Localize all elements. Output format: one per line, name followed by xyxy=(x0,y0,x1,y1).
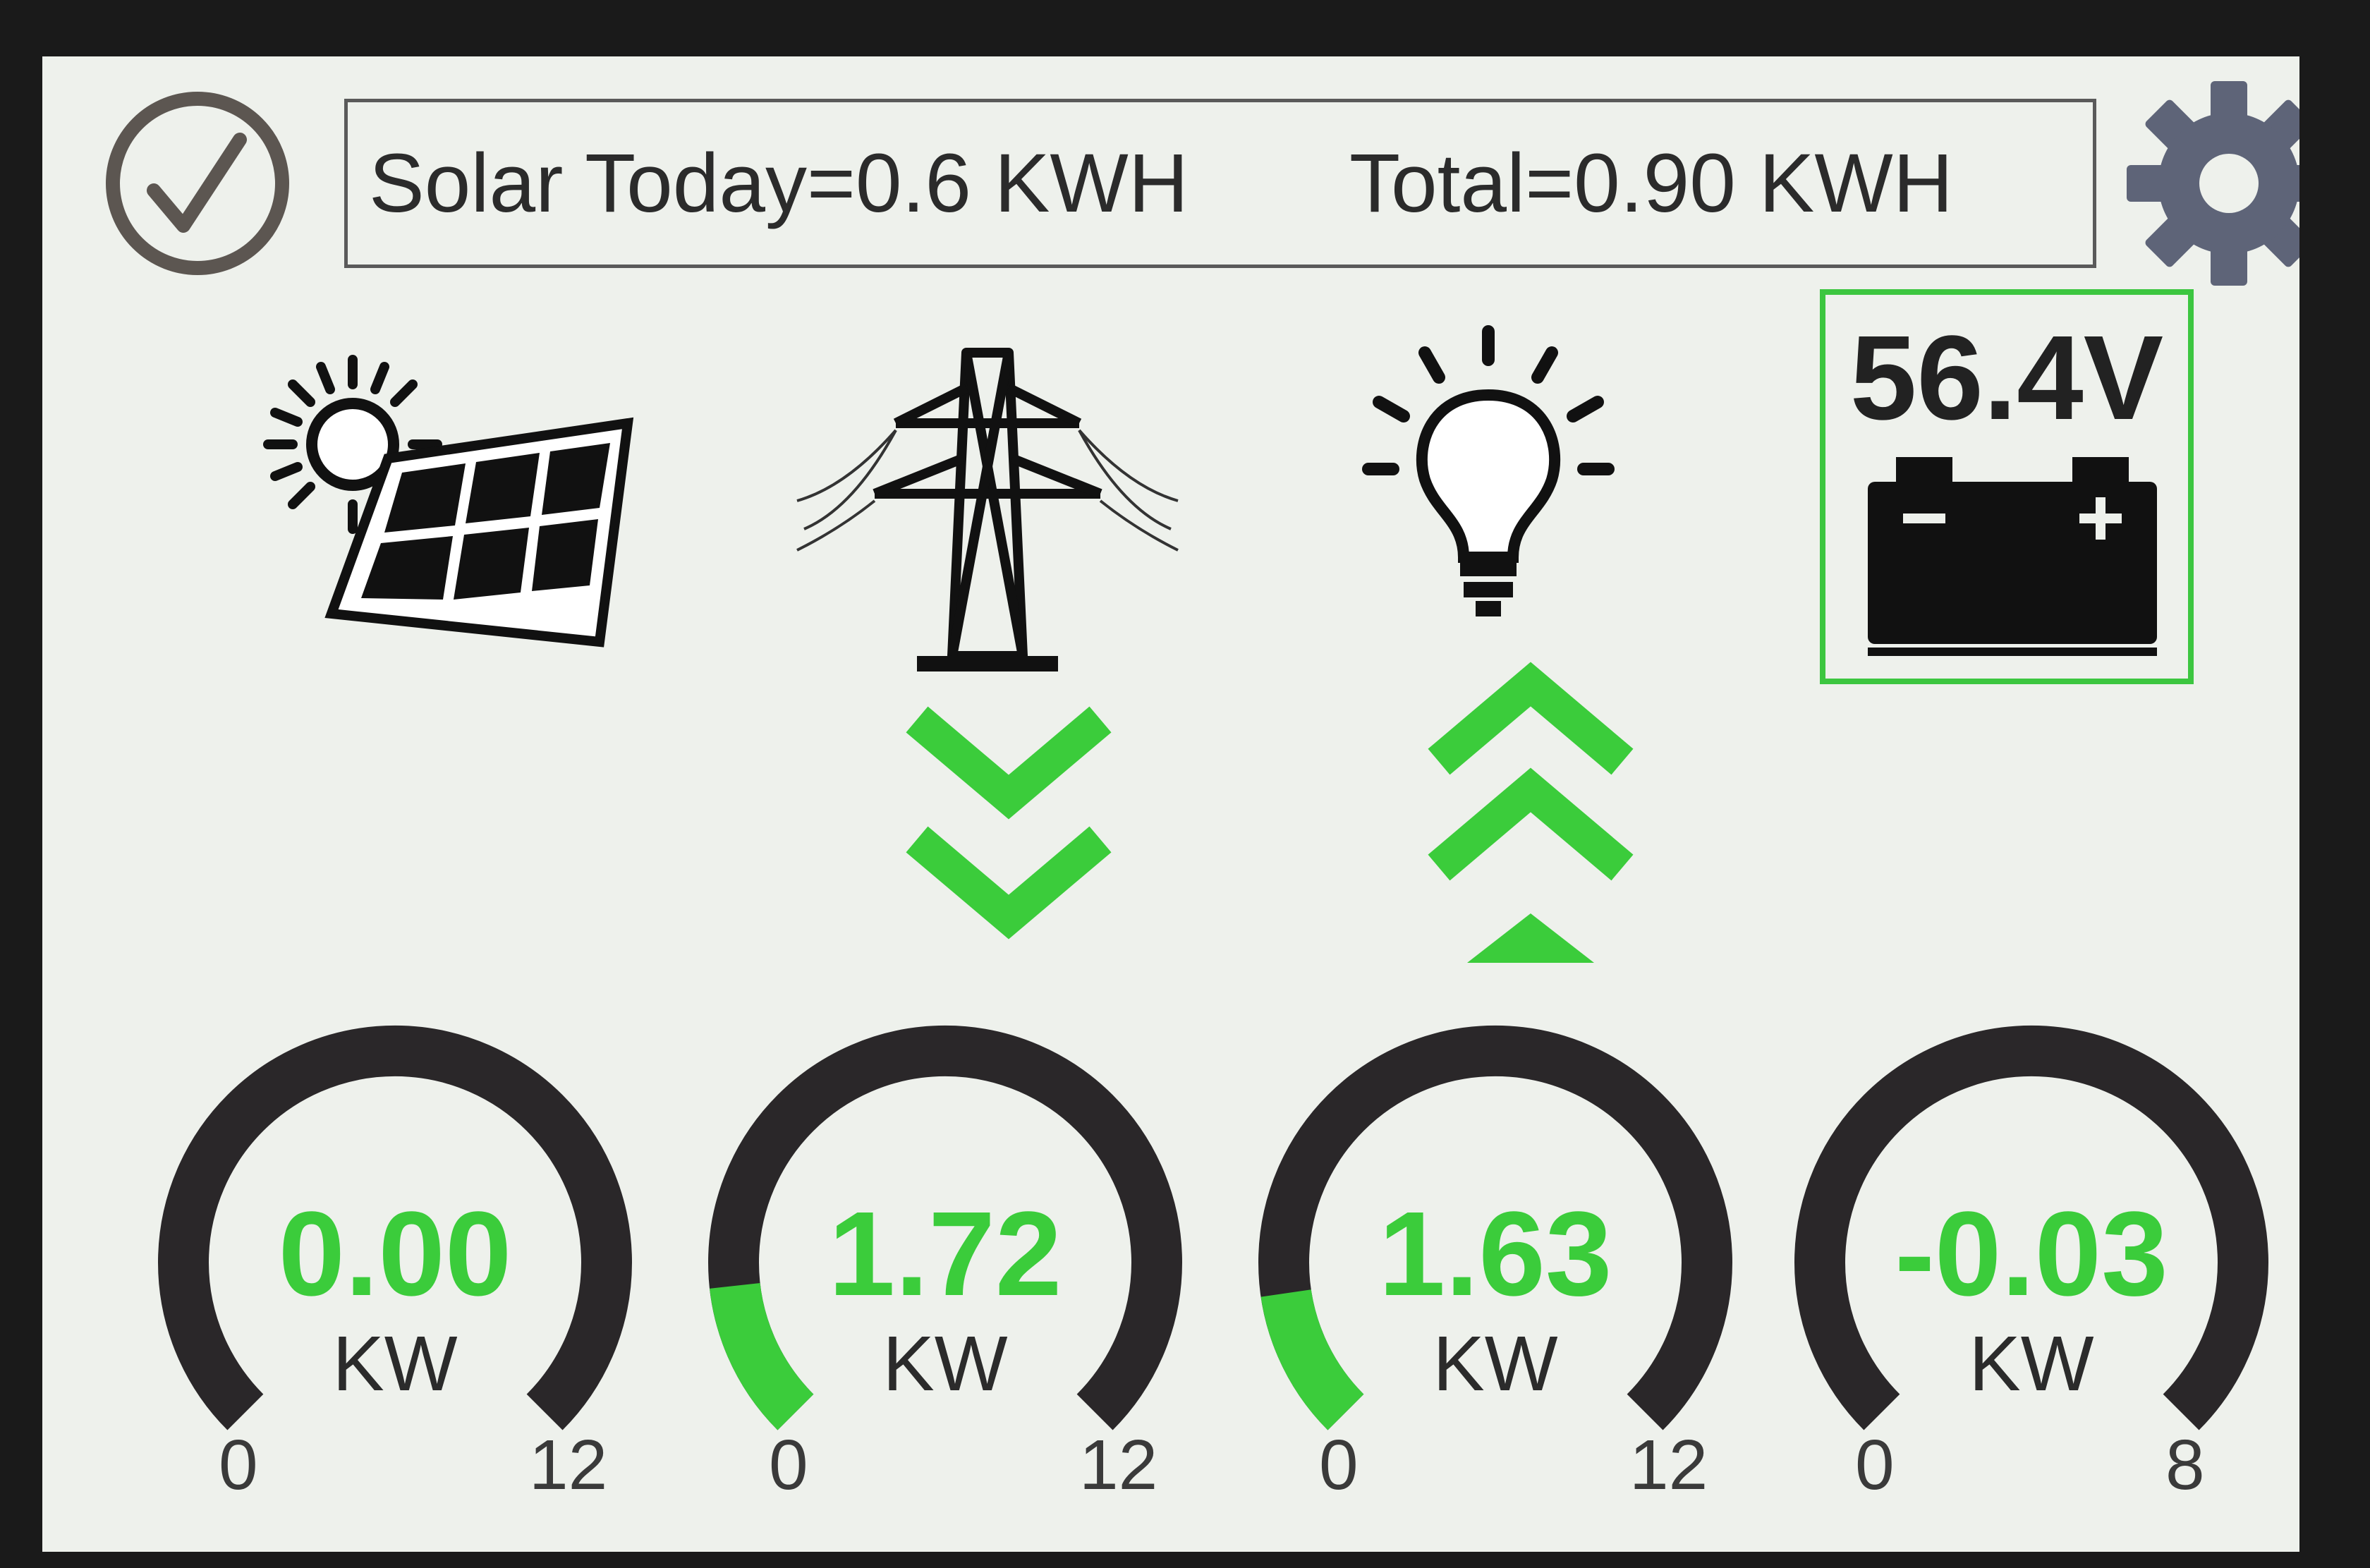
power-tower-icon xyxy=(796,348,1179,671)
gauge-max-label: 12 xyxy=(1629,1426,1708,1505)
gauge-max-label: 12 xyxy=(1079,1426,1158,1505)
gauge-unit: KW xyxy=(1433,1320,1558,1407)
status-ok-button[interactable] xyxy=(99,85,296,286)
gauge-value: 1.72 xyxy=(828,1187,1062,1321)
gauge-unit: KW xyxy=(332,1320,458,1407)
solar-power-gauge: 0.00 KW 0 12 xyxy=(127,995,663,1531)
gauge-fill xyxy=(1260,1289,1364,1430)
energy-summary-box: Solar Today=0.6 KWH Total=0.90 KWH xyxy=(344,99,2096,268)
gauge-fill xyxy=(710,1282,814,1430)
gauge-track xyxy=(1258,1025,1732,1430)
grid-power-gauge: 1.72 KW 0 12 xyxy=(677,995,1213,1531)
gauge-max-label: 12 xyxy=(529,1426,608,1505)
gauge-unit: KW xyxy=(882,1320,1008,1407)
load-flow-up-arrows xyxy=(1428,662,1634,963)
solar-today-text: Solar Today=0.6 KWH xyxy=(369,137,1189,230)
battery-icon xyxy=(1868,457,2157,656)
battery-voltage: 56.4V xyxy=(1849,311,2164,445)
gauge-min-label: 0 xyxy=(219,1426,258,1505)
gauge-value: 0.00 xyxy=(278,1187,512,1321)
display-screen: Solar Today=0.6 KWH Total=0.90 KWH xyxy=(42,56,2299,1552)
gauge-min-label: 0 xyxy=(769,1426,808,1505)
gauge-value: 1.63 xyxy=(1378,1187,1612,1321)
gear-icon xyxy=(2127,81,2299,286)
gauge-track xyxy=(1794,1025,2268,1430)
gauge-track xyxy=(708,1025,1182,1430)
battery-status-box: 56.4V xyxy=(1820,289,2194,684)
grid-flow-down-arrows xyxy=(906,706,1112,940)
gauge-value: -0.03 xyxy=(1895,1187,2168,1321)
checkmark-circle-icon xyxy=(106,92,289,275)
gauge-track xyxy=(158,1025,632,1430)
gauge-max-label: 8 xyxy=(2165,1426,2205,1505)
gauge-min-label: 0 xyxy=(1319,1426,1359,1505)
load-power-gauge: 1.63 KW 0 12 xyxy=(1227,995,1763,1531)
solar-panel-icon xyxy=(263,355,634,648)
settings-button[interactable] xyxy=(2123,78,2299,293)
total-energy-text: Total=0.90 KWH xyxy=(1349,137,1953,230)
gauge-min-label: 0 xyxy=(1855,1426,1895,1505)
light-bulb-icon xyxy=(1362,325,1615,616)
battery-power-gauge: -0.03 KW 0 8 xyxy=(1763,995,2299,1531)
gauge-unit: KW xyxy=(1969,1320,2094,1407)
